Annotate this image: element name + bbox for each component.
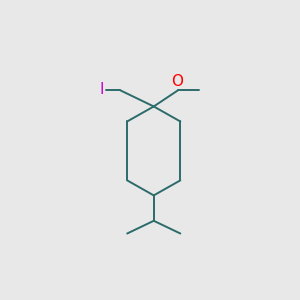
- Text: I: I: [100, 82, 104, 97]
- Text: O: O: [171, 74, 183, 89]
